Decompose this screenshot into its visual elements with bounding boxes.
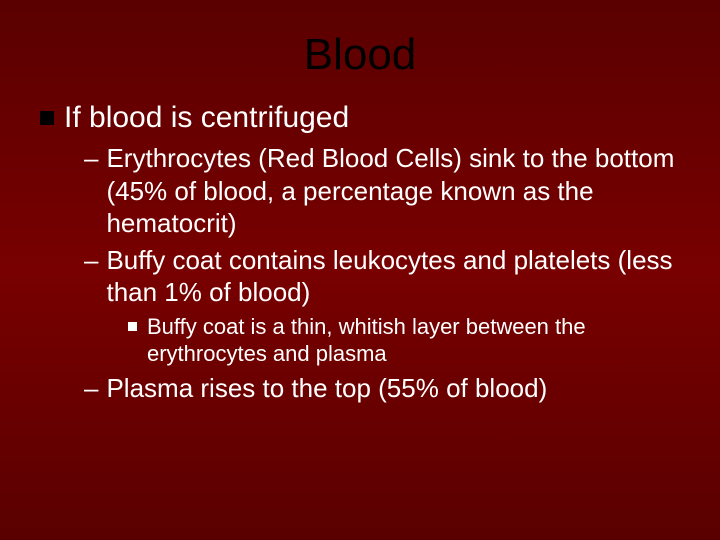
slide: Blood If blood is centrifuged – Erythroc…	[0, 0, 720, 540]
dash-bullet-icon: –	[84, 142, 98, 175]
slide-title: Blood	[304, 30, 417, 79]
bullet-level2: – Erythrocytes (Red Blood Cells) sink to…	[40, 142, 680, 240]
slide-content: If blood is centrifuged – Erythrocytes (…	[0, 100, 720, 404]
bullet-l2c-text: Plasma rises to the top (55% of blood)	[106, 372, 547, 405]
bullet-level2: – Plasma rises to the top (55% of blood)	[40, 372, 680, 405]
bullet-level3: Buffy coat is a thin, whitish layer betw…	[40, 313, 680, 368]
dash-bullet-icon: –	[84, 372, 98, 405]
bullet-level2: – Buffy coat contains leukocytes and pla…	[40, 244, 680, 309]
bullet-l3a-text: Buffy coat is a thin, whitish layer betw…	[147, 313, 680, 368]
small-square-bullet-icon	[128, 322, 137, 331]
bullet-l2b-text: Buffy coat contains leukocytes and plate…	[106, 244, 680, 309]
bullet-level1: If blood is centrifuged	[40, 100, 680, 136]
dash-bullet-icon: –	[84, 244, 98, 277]
bullet-l1-text: If blood is centrifuged	[64, 100, 349, 136]
slide-title-area: Blood	[0, 0, 720, 100]
bullet-l2a-text: Erythrocytes (Red Blood Cells) sink to t…	[106, 142, 680, 240]
square-bullet-icon	[40, 111, 54, 125]
